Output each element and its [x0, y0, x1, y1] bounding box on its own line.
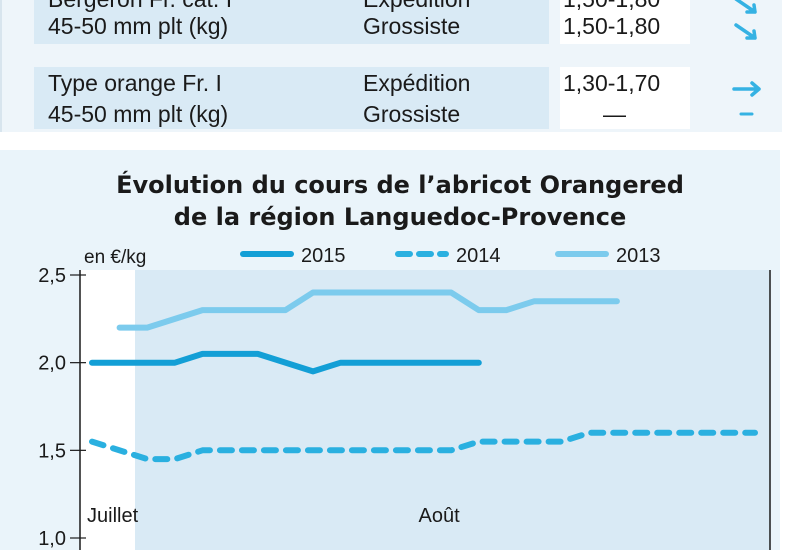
price-range: 1,30-1,70 — [563, 70, 661, 96]
stage-label: Expédition — [363, 70, 471, 96]
chart-title: Évolution du cours de l’abricot Orangere… — [116, 170, 684, 199]
trend-down-arrow-icon — [734, 0, 757, 14]
trend-down-arrow-icon — [734, 23, 757, 40]
price-column — [560, 67, 690, 129]
price-range: 1,50-1,80 — [563, 0, 660, 14]
product-name: Type orange Fr. I — [48, 70, 222, 96]
trend-stable-arrow-icon — [732, 81, 761, 97]
product-size: 45-50 mm plt (kg) — [48, 101, 229, 127]
price-range: 1,50-1,80 — [563, 13, 661, 39]
table-row: Bergeron Fr. cat. I 45-50 mm plt (kg) Ex… — [20, 0, 780, 44]
x-period-label: Août — [419, 505, 461, 527]
trend-none-dash-icon — [739, 112, 754, 116]
chart-subtitle: de la région Languedoc-Provence — [174, 203, 626, 231]
y-axis-label: en €/kg — [84, 247, 146, 268]
x-period-label: Juillet — [87, 505, 139, 527]
stage-label: Grossiste — [363, 101, 461, 127]
product-name: Bergeron Fr. cat. I — [48, 0, 232, 14]
plot-shaded-area — [135, 270, 770, 550]
stage-label: Expédition — [363, 0, 470, 14]
stage-label: Grossiste — [363, 13, 461, 39]
table-row: Type orange Fr. I 45-50 mm plt (kg) Expé… — [20, 67, 780, 129]
legend-label: 2014 — [456, 245, 501, 267]
row-background — [34, 67, 549, 129]
row-background — [34, 0, 549, 44]
y-tick-label: 1,5 — [38, 440, 66, 462]
product-size: 45-50 mm plt (kg) — [48, 13, 229, 39]
y-tick-label: 2,5 — [38, 265, 66, 287]
price-column — [560, 0, 690, 44]
legend-label: 2013 — [616, 245, 661, 267]
series-line-2013 — [116, 289, 620, 331]
price-range: — — [603, 101, 626, 127]
y-tick-label: 2,0 — [38, 353, 66, 375]
price-table: Bergeron Fr. cat. I 45-50 mm plt (kg) Ex… — [0, 0, 800, 135]
legend-label: 2015 — [301, 245, 346, 267]
y-tick-label: 1,0 — [38, 528, 66, 550]
